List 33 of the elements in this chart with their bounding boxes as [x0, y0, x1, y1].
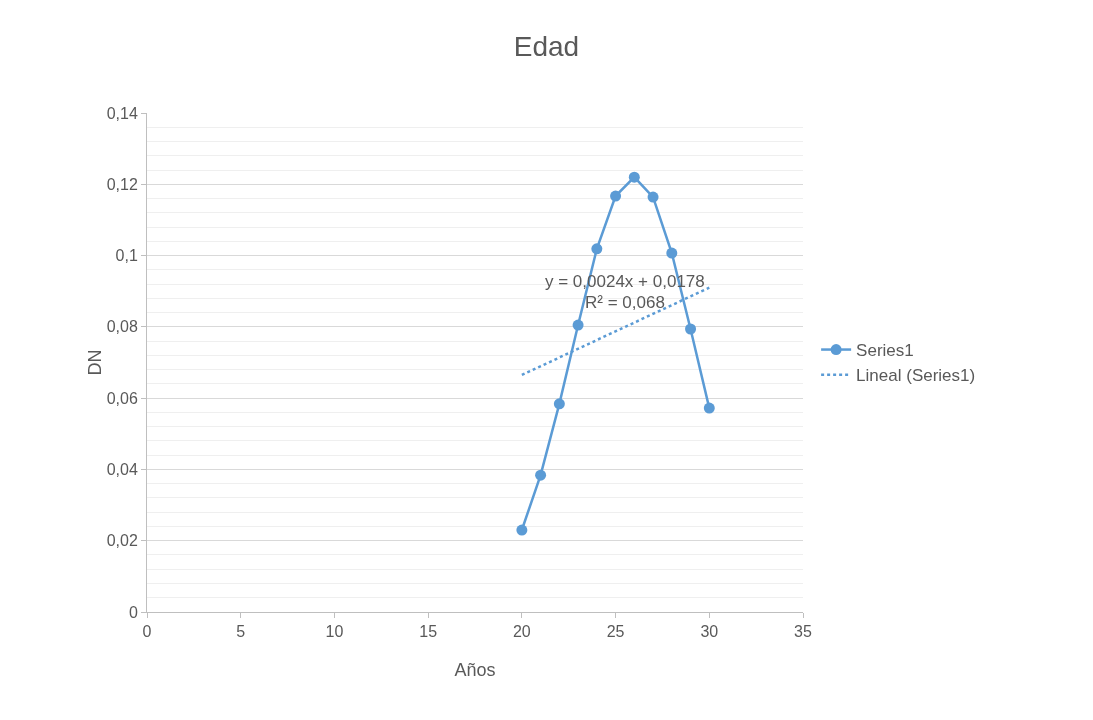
point — [516, 524, 528, 536]
point — [685, 323, 697, 335]
point — [535, 469, 547, 481]
legend-label: Lineal (Series1) — [856, 366, 976, 386]
y-tick-label: 0,08 — [106, 318, 138, 336]
x-tick-label: 5 — [236, 623, 246, 641]
point — [703, 402, 715, 414]
y-tick-label: 0,06 — [106, 389, 138, 407]
point — [628, 171, 640, 183]
x-tick-label: 0 — [142, 623, 152, 641]
x-tick-label: 20 — [512, 623, 531, 641]
x-axis-title: Años — [454, 660, 496, 680]
legend-label: Series1 — [856, 341, 914, 361]
point — [666, 247, 678, 259]
point — [591, 243, 603, 255]
point — [647, 191, 659, 203]
annotation: R² = 0,068 — [585, 293, 665, 312]
x-tick-label: 30 — [700, 623, 719, 641]
x-tick-label: 15 — [419, 623, 438, 641]
point — [610, 190, 622, 202]
y-tick-label: 0,12 — [106, 175, 138, 193]
y-axis-title: DN — [85, 349, 105, 376]
y-tick-label: 0,1 — [115, 247, 138, 265]
point — [572, 319, 584, 331]
y-tick-label: 0 — [128, 603, 138, 621]
y-tick-label: 0,14 — [106, 104, 138, 122]
x-tick-label: 35 — [794, 623, 812, 641]
x-tick-label: 10 — [325, 623, 344, 641]
chart-title: Edad — [513, 30, 580, 62]
point — [553, 398, 565, 410]
y-tick-label: 0,04 — [106, 461, 138, 479]
x-tick-label: 25 — [606, 623, 625, 641]
y-tick-label: 0,02 — [106, 532, 138, 550]
